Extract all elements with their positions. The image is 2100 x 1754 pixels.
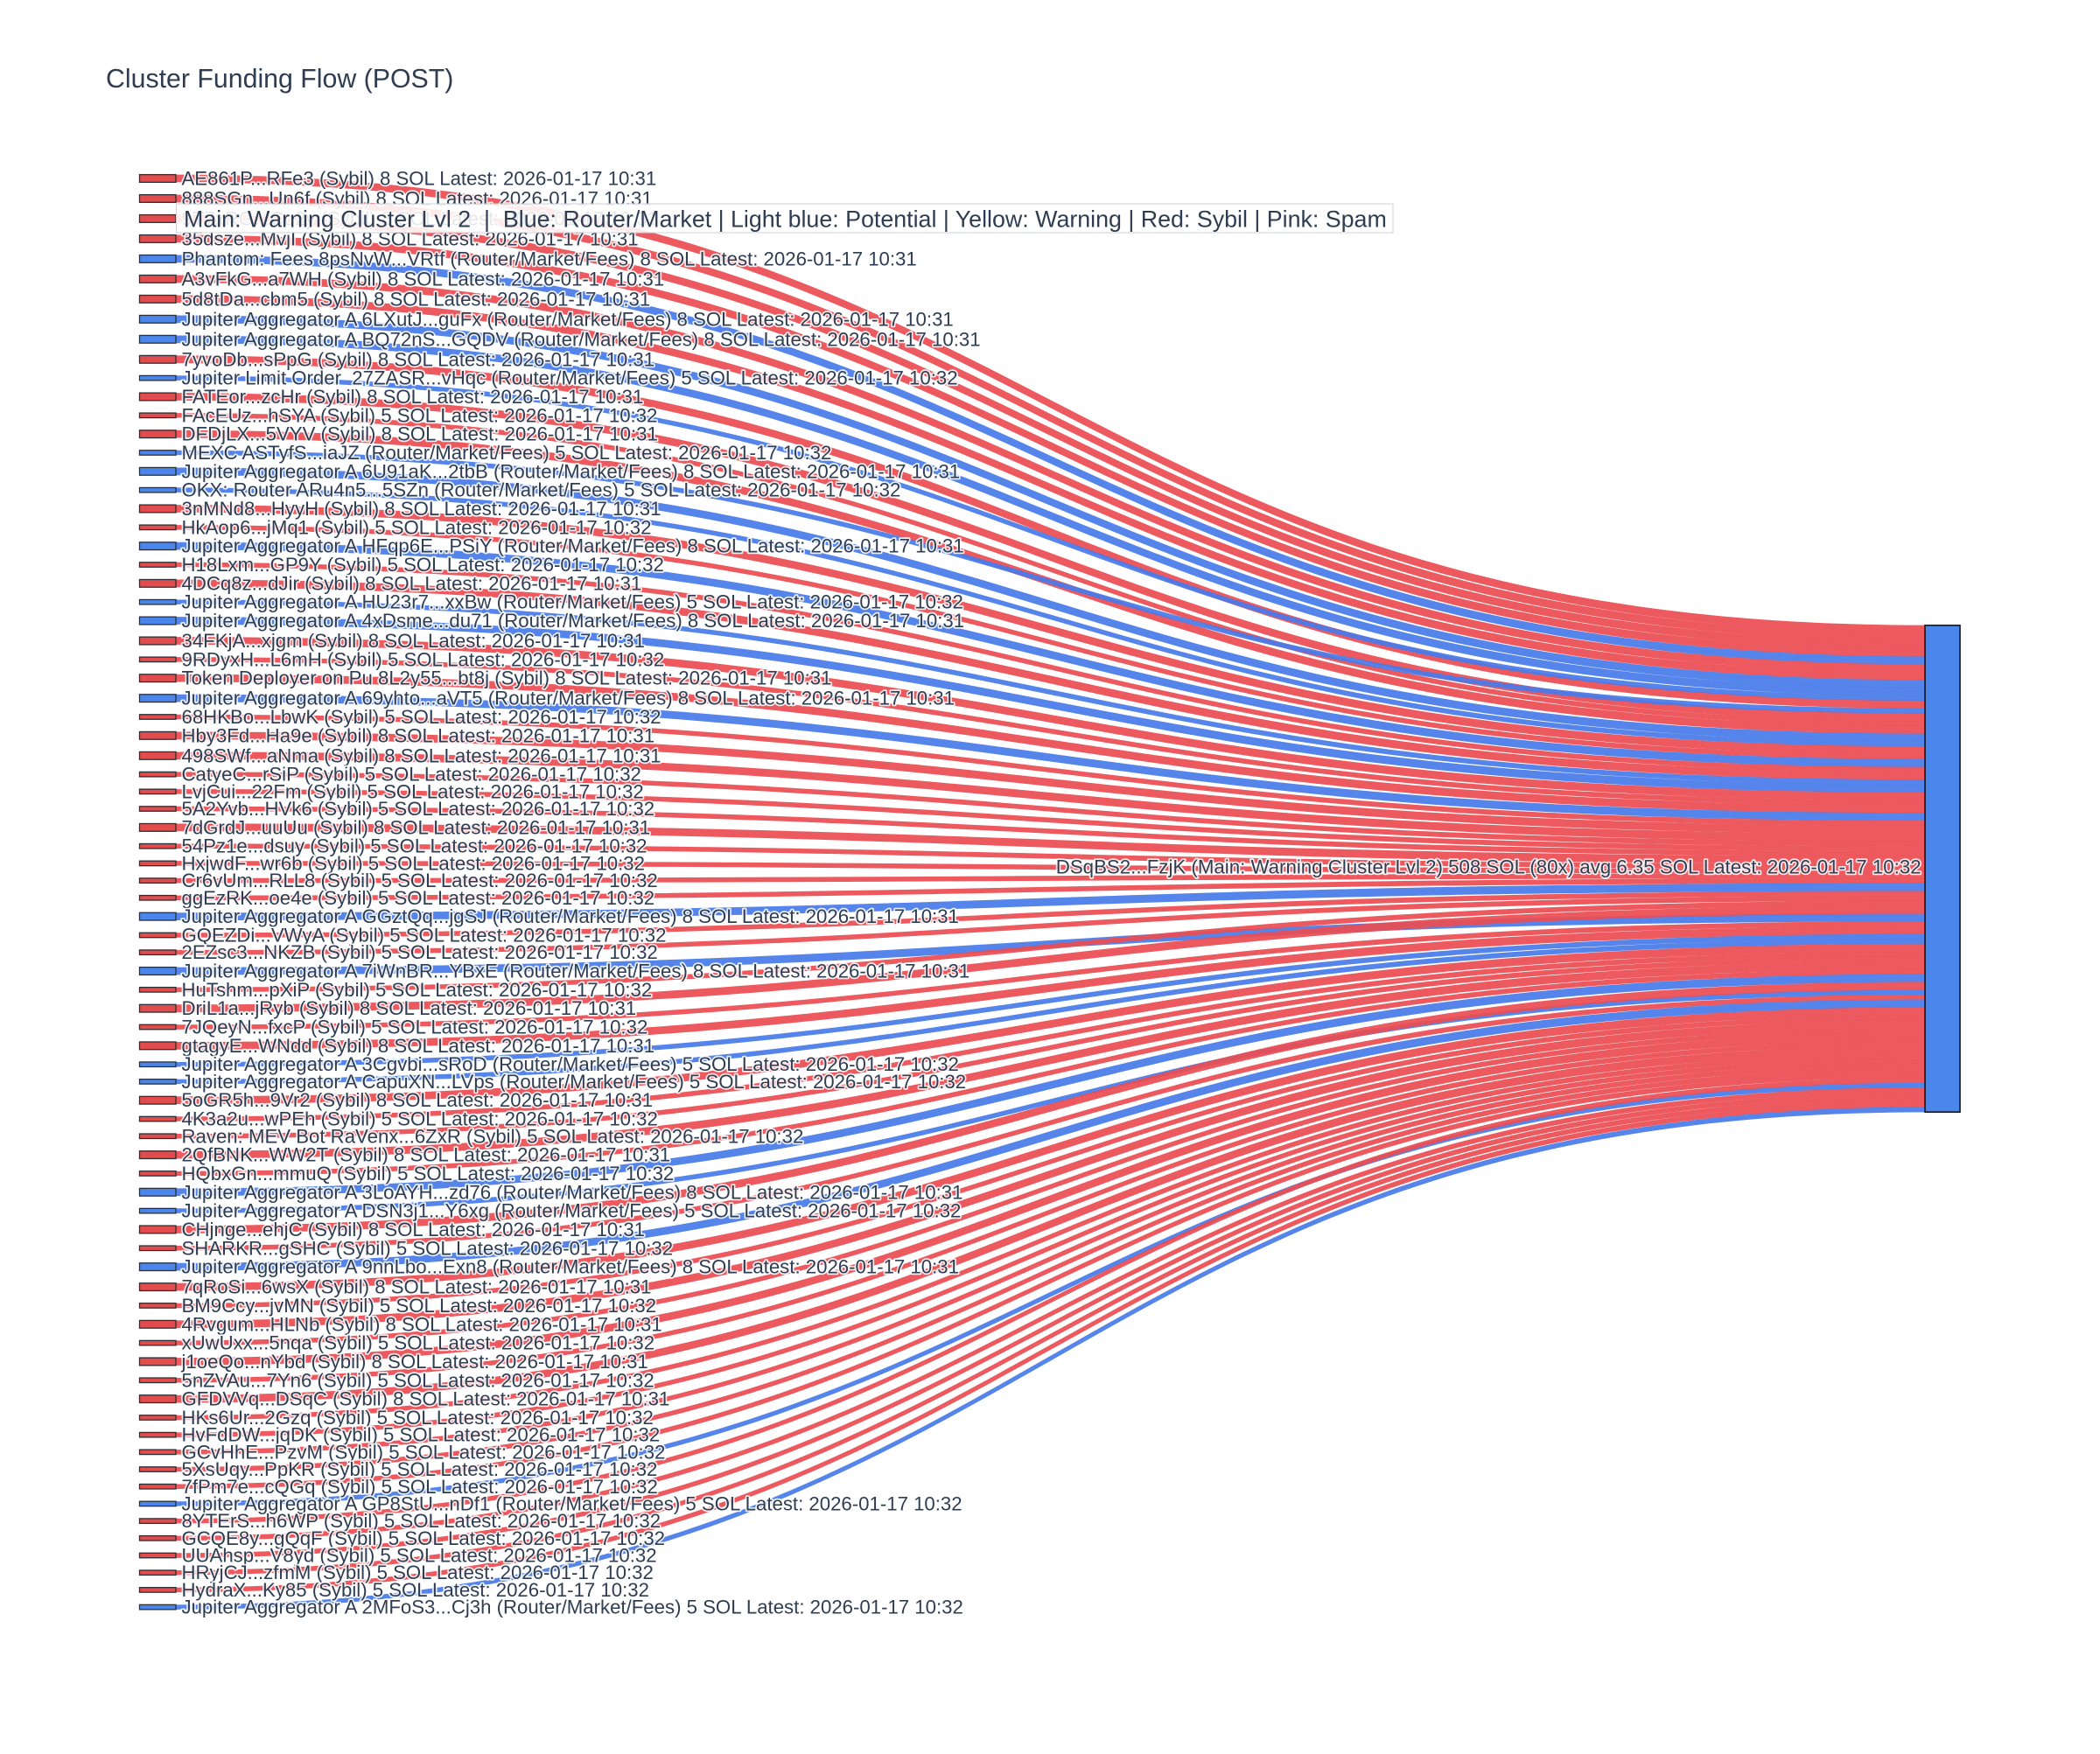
svg-text:7fPm7e...cQGq (Sybil) 5 SOL La: 7fPm7e...cQGq (Sybil) 5 SOL Latest: 2026… — [182, 1476, 658, 1498]
svg-text:Jupiter Aggregator A 3Cgvbi...: Jupiter Aggregator A 3Cgvbi...sRoD (Rout… — [182, 1053, 959, 1075]
svg-text:xUwUxx...5nqa (Sybil) 5 SOL La: xUwUxx...5nqa (Sybil) 5 SOL Latest: 2026… — [182, 1332, 655, 1354]
svg-text:4Rvgum...HLNb (Sybil) 8 SOL La: 4Rvgum...HLNb (Sybil) 8 SOL Latest: 2026… — [182, 1313, 662, 1335]
svg-text:A3vFkG...a7WH (Sybil) 8 SOL La: A3vFkG...a7WH (Sybil) 8 SOL Latest: 2026… — [182, 268, 665, 290]
svg-text:LvjCui...22Fm (Sybil) 5 SOL La: LvjCui...22Fm (Sybil) 5 SOL Latest: 2026… — [182, 780, 644, 802]
svg-text:DriL1a...jRyb (Sybil) 8 SOL La: DriL1a...jRyb (Sybil) 8 SOL Latest: 2026… — [182, 997, 637, 1019]
svg-text:Cluster Funding Flow (POST): Cluster Funding Flow (POST) — [106, 65, 453, 94]
svg-text:Token Deployer on Pu 8L2y55...: Token Deployer on Pu 8L2y55...bt8j (Sybi… — [182, 667, 832, 689]
svg-text:ggEzRK...oe4e (Sybil) 5 SOL La: ggEzRK...oe4e (Sybil) 5 SOL Latest: 2026… — [182, 887, 655, 909]
svg-text:Hby3Fd...Ha9e (Sybil) 8 SOL La: Hby3Fd...Ha9e (Sybil) 8 SOL Latest: 2026… — [182, 724, 655, 746]
svg-text:FAcEUz...hSYA (Sybil) 5 SOL La: FAcEUz...hSYA (Sybil) 5 SOL Latest: 2026… — [182, 404, 658, 426]
svg-text:SHARKR...gSHC (Sybil) 5 SOL La: SHARKR...gSHC (Sybil) 5 SOL Latest: 2026… — [182, 1237, 674, 1259]
svg-text:GQEZDi...VWyA (Sybil) 5 SOL La: GQEZDi...VWyA (Sybil) 5 SOL Latest: 2026… — [182, 924, 667, 946]
svg-text:8YTErS...h6WP (Sybil) 5 SOL La: 8YTErS...h6WP (Sybil) 5 SOL Latest: 2026… — [182, 1510, 662, 1532]
svg-text:GCvHhE...PzvM (Sybil) 5 SOL La: GCvHhE...PzvM (Sybil) 5 SOL Latest: 2026… — [182, 1441, 666, 1463]
svg-text:7JQeyN...fxcP (Sybil) 5 SOL La: 7JQeyN...fxcP (Sybil) 5 SOL Latest: 2026… — [182, 1017, 648, 1038]
svg-text:Jupiter Aggregator A 4xDsme...: Jupiter Aggregator A 4xDsme...du71 (Rout… — [182, 610, 965, 632]
svg-text:Jupiter Aggregator A HU23r7...: Jupiter Aggregator A HU23r7...xxBw (Rout… — [182, 591, 963, 613]
svg-text:H18Lxm...GP9Y (Sybil) 5 SOL La: H18Lxm...GP9Y (Sybil) 5 SOL Latest: 2026… — [182, 554, 664, 576]
svg-text:Jupiter Aggregator A 7iWnBR...: Jupiter Aggregator A 7iWnBR...YBxE (Rout… — [182, 961, 970, 982]
svg-text:498SWf...aNma (Sybil) 8 SOL La: 498SWf...aNma (Sybil) 8 SOL Latest: 2026… — [182, 744, 662, 766]
svg-text:Jupiter Aggregator A 3LoAYH...: Jupiter Aggregator A 3LoAYH...zd76 (Rout… — [182, 1181, 963, 1203]
svg-text:Cr6vUm...RLL8 (Sybil) 5 SOL La: Cr6vUm...RLL8 (Sybil) 5 SOL Latest: 2026… — [182, 870, 658, 891]
svg-text:7qRoSi...6wsX (Sybil) 8 SOL La: 7qRoSi...6wsX (Sybil) 8 SOL Latest: 2026… — [182, 1276, 652, 1298]
svg-text:5XsUqy...PpKR (Sybil) 5 SOL La: 5XsUqy...PpKR (Sybil) 5 SOL Latest: 2026… — [182, 1458, 658, 1480]
svg-text:HRyjCJ...zfmM (Sybil) 5 SOL La: HRyjCJ...zfmM (Sybil) 5 SOL Latest: 2026… — [182, 1562, 654, 1583]
svg-text:Jupiter Aggregator A 2MFoS3...: Jupiter Aggregator A 2MFoS3...Cj3h (Rout… — [182, 1597, 963, 1618]
svg-text:7dGrdJ...uuUu (Sybil) 8 SOL La: 7dGrdJ...uuUu (Sybil) 8 SOL Latest: 2026… — [182, 816, 651, 838]
svg-text:Jupiter Aggregator A 9nnLbo...: Jupiter Aggregator A 9nnLbo...Exn8 (Rout… — [182, 1256, 959, 1278]
svg-text:5nZVAu...7Yn6 (Sybil) 5 SOL La: 5nZVAu...7Yn6 (Sybil) 5 SOL Latest: 2026… — [182, 1369, 654, 1391]
svg-text:Jupiter Aggregator A GGztQq...: Jupiter Aggregator A GGztQq...jgSJ (Rout… — [182, 905, 959, 927]
svg-text:68HKBo...LbwK (Sybil) 5 SOL La: 68HKBo...LbwK (Sybil) 5 SOL Latest: 2026… — [182, 706, 662, 728]
svg-text:Main: Warning Cluster Lvl 2 |: Main: Warning Cluster Lvl 2 | Blue: Rout… — [184, 206, 1387, 233]
svg-text:GFDVVq...DSqC (Sybil) 8 SOL La: GFDVVq...DSqC (Sybil) 8 SOL Latest: 2026… — [182, 1388, 670, 1410]
svg-text:Phantom: Fees 8psNvW...VRtf (R: Phantom: Fees 8psNvW...VRtf (Router/Mark… — [182, 248, 917, 269]
svg-text:HvFdDW...jqDK (Sybil) 5 SOL La: HvFdDW...jqDK (Sybil) 5 SOL Latest: 2026… — [182, 1424, 661, 1446]
svg-text:2EZsc3...NKZB (Sybil) 5 SOL La: 2EZsc3...NKZB (Sybil) 5 SOL Latest: 2026… — [182, 941, 658, 963]
svg-text:Jupiter Aggregator A 6U91aK...: Jupiter Aggregator A 6U91aK...2tbB (Rout… — [182, 460, 961, 482]
svg-text:Jupiter Aggregator A GP8StU...: Jupiter Aggregator A GP8StU...nDf1 (Rout… — [182, 1492, 962, 1514]
svg-text:Jupiter Aggregator A 69yhto...: Jupiter Aggregator A 69yhto...aVT5 (Rout… — [182, 688, 956, 709]
svg-text:Jupiter Aggregator A BQ72nS...: Jupiter Aggregator A BQ72nS...GQDV (Rout… — [182, 328, 981, 350]
svg-text:CatyeC...rSiP (Sybil) 5 SOL La: CatyeC...rSiP (Sybil) 5 SOL Latest: 2026… — [182, 764, 641, 786]
svg-text:4DCq8z...dJir (Sybil) 8 SOL La: 4DCq8z...dJir (Sybil) 8 SOL Latest: 2026… — [182, 572, 642, 594]
svg-text:5oGR5h...9Vr2 (Sybil) 8 SOL La: 5oGR5h...9Vr2 (Sybil) 8 SOL Latest: 2026… — [182, 1089, 654, 1111]
svg-text:2QfBNK...WW2T (Sybil) 8 SOL La: 2QfBNK...WW2T (Sybil) 8 SOL Latest: 2026… — [182, 1144, 671, 1166]
svg-text:54Pz1e...dsuy (Sybil) 5 SOL La: 54Pz1e...dsuy (Sybil) 5 SOL Latest: 2026… — [182, 835, 648, 857]
svg-text:GCQE8y...gQqF (Sybil) 5 SOL La: GCQE8y...gQqF (Sybil) 5 SOL Latest: 2026… — [182, 1527, 666, 1549]
svg-text:5d8tDa...cbm5 (Sybil) 8 SOL La: 5d8tDa...cbm5 (Sybil) 8 SOL Latest: 2026… — [182, 288, 651, 310]
svg-text:j1oeQo...nYbd (Sybil) 8 SOL La: j1oeQo...nYbd (Sybil) 8 SOL Latest: 2026… — [181, 1351, 648, 1373]
svg-text:HxjwdF...wr6b (Sybil) 5 SOL La: HxjwdF...wr6b (Sybil) 5 SOL Latest: 2026… — [182, 852, 645, 874]
svg-text:Jupiter Limit Order 27ZASR...: Jupiter Limit Order 27ZASR...vHqc (Route… — [182, 367, 958, 389]
svg-text:CHjnge...ehjC (Sybil) 8 SOL La: CHjnge...ehjC (Sybil) 8 SOL Latest: 2026… — [182, 1219, 646, 1240]
svg-text:OKX: Router ARu4n5...5SZn (Rou: OKX: Router ARu4n5...5SZn (Router/Market… — [182, 479, 901, 501]
svg-text:HydraX...Ky85 (Sybil) 5 SOL La: HydraX...Ky85 (Sybil) 5 SOL Latest: 2026… — [182, 1579, 649, 1601]
svg-text:Jupiter Aggregator A DSN3j1...: Jupiter Aggregator A DSN3j1...Y6xg (Rout… — [182, 1200, 962, 1222]
svg-text:7yvoDb...sPpG (Sybil) 8 SOL La: 7yvoDb...sPpG (Sybil) 8 SOL Latest: 2026… — [182, 348, 655, 370]
svg-text:9RDyxH...L6mH (Sybil) 5 SOL La: 9RDyxH...L6mH (Sybil) 5 SOL Latest: 2026… — [182, 648, 665, 670]
svg-text:HkAop6...jMq1 (Sybil) 5 SOL La: HkAop6...jMq1 (Sybil) 5 SOL Latest: 2026… — [182, 516, 652, 538]
svg-text:MEXC ASTyfS...iaJZ (Router/Mar: MEXC ASTyfS...iaJZ (Router/Market/Fees) … — [182, 442, 832, 464]
svg-text:4K3a2u...wPEh (Sybil) 5 SOL La: 4K3a2u...wPEh (Sybil) 5 SOL Latest: 2026… — [182, 1108, 658, 1130]
svg-text:BM9Ccy...jvMN (Sybil) 5 SOL La: BM9Ccy...jvMN (Sybil) 5 SOL Latest: 2026… — [182, 1295, 657, 1317]
svg-text:3nMNd8...HyyH (Sybil) 8 SOL La: 3nMNd8...HyyH (Sybil) 8 SOL Latest: 2026… — [182, 498, 662, 520]
svg-text:UUAhsp...V8yd (Sybil) 5 SOL La: UUAhsp...V8yd (Sybil) 5 SOL Latest: 2026… — [182, 1545, 657, 1567]
svg-text:HuTshm...pXiP (Sybil) 5 SOL La: HuTshm...pXiP (Sybil) 5 SOL Latest: 2026… — [182, 979, 653, 1001]
svg-text:FATEor...zcHr (Sybil) 8 SOL La: FATEor...zcHr (Sybil) 8 SOL Latest: 2026… — [182, 386, 644, 408]
svg-text:Jupiter Aggregator A 6LXutJ...: Jupiter Aggregator A 6LXutJ...guFx (Rout… — [182, 308, 954, 330]
svg-text:DFDjLX...5VYV (Sybil) 8 SOL La: DFDjLX...5VYV (Sybil) 8 SOL Latest: 2026… — [182, 423, 658, 445]
svg-text:Jupiter Aggregator A HFqp6E...: Jupiter Aggregator A HFqp6E...PSiY (Rout… — [182, 535, 964, 557]
svg-text:Jupiter Aggregator A CapuXN...: Jupiter Aggregator A CapuXN...LVps (Rout… — [182, 1071, 967, 1093]
svg-text:HQbxGn...mmuQ (Sybil) 5 SOL La: HQbxGn...mmuQ (Sybil) 5 SOL Latest: 2026… — [182, 1163, 675, 1184]
svg-text:HKs6Ur...2Gzq (Sybil) 5 SOL La: HKs6Ur...2Gzq (Sybil) 5 SOL Latest: 2026… — [182, 1407, 654, 1429]
svg-text:Raven: MEV Bot RaVenx...6ZxR (: Raven: MEV Bot RaVenx...6ZxR (Sybil) 5 S… — [182, 1125, 804, 1147]
svg-text:DSqBS2...FzjK (Main: Warning C: DSqBS2...FzjK (Main: Warning Cluster Lvl… — [1056, 856, 1922, 878]
svg-text:gtagyE...WNdd (Sybil) 8 SOL La: gtagyE...WNdd (Sybil) 8 SOL Latest: 2026… — [182, 1035, 655, 1057]
svg-text:5A2Yvb...HVk6 (Sybil) 5 SOL La: 5A2Yvb...HVk6 (Sybil) 5 SOL Latest: 2026… — [182, 798, 655, 820]
svg-text:AE861P...RFe3 (Sybil) 8 SOL La: AE861P...RFe3 (Sybil) 8 SOL Latest: 2026… — [182, 167, 657, 189]
svg-text:34FKjA...xjgm (Sybil) 8 SOL La: 34FKjA...xjgm (Sybil) 8 SOL Latest: 2026… — [182, 630, 646, 652]
